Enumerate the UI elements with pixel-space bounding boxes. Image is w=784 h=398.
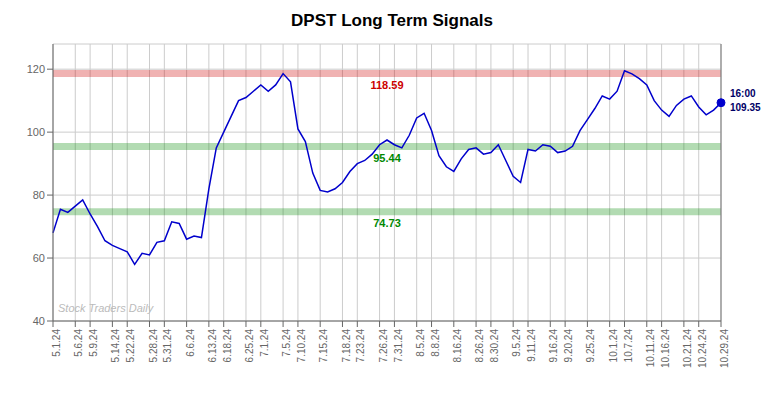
svg-text:7.5.24: 7.5.24	[281, 329, 292, 357]
svg-text:9.16.24: 9.16.24	[548, 329, 559, 363]
svg-text:Stock Traders Daily: Stock Traders Daily	[58, 302, 155, 314]
svg-text:120: 120	[27, 63, 45, 75]
svg-text:10.29.24: 10.29.24	[719, 329, 730, 368]
svg-text:10.1.24: 10.1.24	[608, 329, 619, 363]
svg-text:5.6.24: 5.6.24	[73, 329, 84, 357]
svg-text:5.1.24: 5.1.24	[51, 329, 62, 357]
svg-text:8.16.24: 8.16.24	[452, 329, 463, 363]
svg-text:5.28.24: 5.28.24	[148, 329, 159, 363]
svg-text:6.13.24: 6.13.24	[207, 329, 218, 363]
svg-text:9.25.24: 9.25.24	[586, 329, 597, 363]
svg-text:6.25.24: 6.25.24	[244, 329, 255, 363]
svg-text:5.14.24: 5.14.24	[110, 329, 121, 363]
svg-text:9.11.24: 9.11.24	[526, 329, 537, 362]
svg-text:109.35: 109.35	[730, 102, 761, 113]
svg-text:5.22.24: 5.22.24	[125, 329, 136, 363]
svg-text:100: 100	[27, 126, 45, 138]
svg-text:8.5.24: 8.5.24	[415, 329, 426, 357]
svg-text:8.8.24: 8.8.24	[430, 329, 441, 357]
svg-text:60: 60	[33, 252, 45, 264]
svg-text:9.20.24: 9.20.24	[563, 329, 574, 363]
svg-text:7.18.24: 7.18.24	[341, 329, 352, 363]
svg-text:74.73: 74.73	[373, 217, 401, 229]
svg-text:10.7.24: 10.7.24	[623, 329, 634, 363]
svg-text:10.11.24: 10.11.24	[645, 329, 656, 368]
svg-text:95.44: 95.44	[373, 152, 401, 164]
svg-text:40: 40	[33, 315, 45, 327]
svg-text:7.15.24: 7.15.24	[318, 329, 329, 363]
html-text:DPST Long Term Signals: DPST Long Term Signals	[291, 11, 493, 30]
svg-text:9.5.24: 9.5.24	[511, 329, 522, 357]
svg-text:5.31.24: 5.31.24	[162, 329, 173, 363]
svg-text:118.59: 118.59	[370, 79, 403, 91]
svg-text:16:00: 16:00	[730, 88, 756, 99]
svg-text:7.1.24: 7.1.24	[259, 329, 270, 357]
svg-text:8.26.24: 8.26.24	[474, 329, 485, 363]
svg-text:7.26.24: 7.26.24	[378, 329, 389, 363]
svg-text:10.24.24: 10.24.24	[697, 329, 708, 368]
svg-text:7.23.24: 7.23.24	[355, 329, 366, 363]
svg-text:10.21.24: 10.21.24	[682, 329, 693, 368]
svg-text:6.18.24: 6.18.24	[222, 329, 233, 363]
svg-text:8.30.24: 8.30.24	[489, 329, 500, 363]
svg-text:7.10.24: 7.10.24	[296, 329, 307, 363]
svg-text:6.6.24: 6.6.24	[185, 329, 196, 357]
svg-text:5.9.24: 5.9.24	[88, 329, 99, 357]
svg-text:7.31.24: 7.31.24	[393, 329, 404, 363]
svg-text:80: 80	[33, 189, 45, 201]
svg-text:10.16.24: 10.16.24	[660, 329, 671, 368]
